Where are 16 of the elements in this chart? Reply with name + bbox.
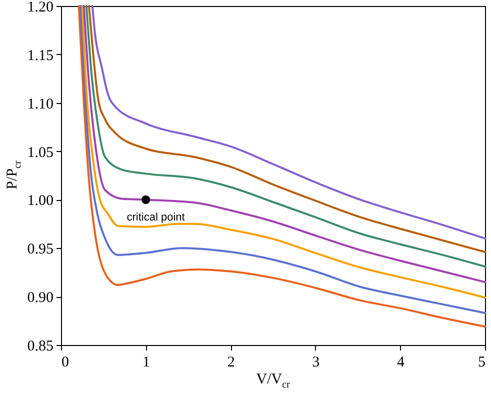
y-tick-label: 0.85	[27, 338, 54, 354]
x-tick-label: 3	[312, 354, 320, 370]
y-tick-label: 0.90	[27, 290, 54, 306]
x-tick-label: 0	[62, 354, 69, 370]
y-tick-label: 1.10	[27, 96, 54, 112]
x-tick-label: 5	[478, 354, 486, 370]
y-tick-label: 1.05	[27, 144, 54, 161]
y-tick-label: 0.95	[27, 242, 54, 258]
y-tick-label: 1.20	[27, 0, 54, 16]
x-tick-label: 2	[227, 354, 235, 370]
y-tick-label: 1.15	[27, 48, 54, 64]
annotation: critical point	[126, 212, 185, 224]
x-tick-label: 4	[396, 354, 405, 370]
y-tick-label: 1.00	[27, 193, 54, 210]
x-tick-label: 1	[142, 354, 150, 370]
x-axis-title: V/V$_{cr}$	[256, 372, 290, 390]
